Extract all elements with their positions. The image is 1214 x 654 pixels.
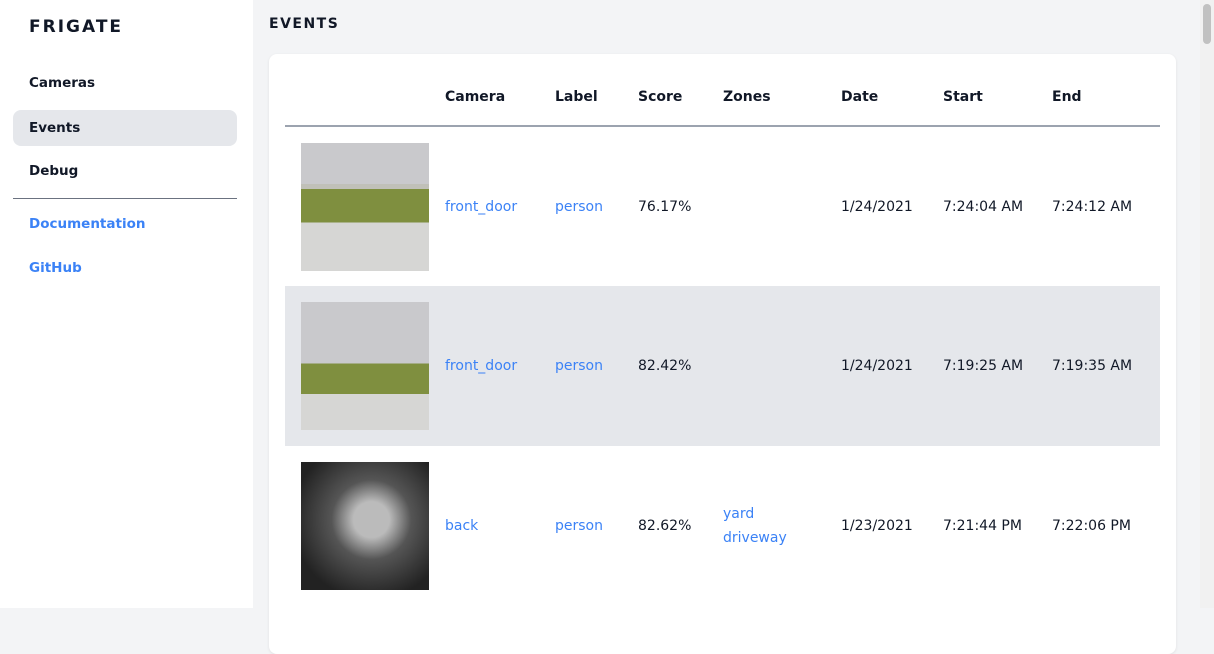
score: 76.17%	[638, 198, 692, 215]
camera-link[interactable]: back	[445, 518, 479, 534]
end-time: 7:22:06 PM	[1052, 518, 1131, 534]
start-time: 7:21:44 PM	[943, 518, 1022, 534]
score: 82.42%	[638, 286, 723, 446]
brand-logo: FRIGATE	[29, 17, 124, 37]
col-label: Label	[555, 54, 638, 127]
scrollbar-thumb[interactable]	[1203, 4, 1211, 44]
label-link[interactable]: person	[555, 358, 603, 374]
col-date: Date	[841, 54, 943, 127]
zone-link[interactable]: driveway	[723, 530, 787, 546]
col-end: End	[1052, 54, 1160, 127]
label-link[interactable]: person	[555, 198, 603, 215]
col-zones: Zones	[723, 54, 841, 127]
events-table: Camera Label Score Zones Date Start End …	[285, 54, 1160, 606]
camera-link[interactable]: front_door	[445, 358, 518, 374]
sidebar: FRIGATE Cameras Events Debug Documentati…	[0, 0, 253, 608]
documentation-link[interactable]: Documentation	[29, 216, 146, 232]
start-time: 7:24:04 AM	[943, 198, 1024, 215]
end-time: 7:24:12 AM	[1052, 198, 1133, 215]
table-row[interactable]: front_door person 76.17% 1/24/2021 7:24:…	[285, 126, 1160, 286]
col-thumbnail	[285, 54, 445, 127]
label-link[interactable]: person	[555, 518, 603, 534]
score: 82.62%	[638, 518, 692, 534]
sidebar-item-debug[interactable]: Debug	[29, 163, 79, 179]
event-thumbnail[interactable]	[301, 302, 429, 430]
date: 1/24/2021	[841, 286, 943, 446]
col-start: Start	[943, 54, 1052, 127]
table-row[interactable]: back person 82.62% yard driveway 1/23/202…	[285, 446, 1160, 606]
col-score: Score	[638, 54, 723, 127]
table-row[interactable]: front_door person 82.42% 1/24/2021 7:19:…	[285, 286, 1160, 446]
sidebar-item-events[interactable]: Events	[13, 110, 237, 146]
start-time: 7:19:25 AM	[943, 286, 1052, 446]
sidebar-item-cameras[interactable]: Cameras	[29, 75, 96, 91]
col-camera: Camera	[445, 54, 555, 127]
page-title: EVENTS	[269, 16, 340, 32]
end-time: 7:19:35 AM	[1052, 286, 1160, 446]
event-thumbnail[interactable]	[301, 142, 429, 271]
divider	[13, 198, 237, 199]
github-link[interactable]: GitHub	[29, 260, 82, 276]
camera-link[interactable]: front_door	[445, 198, 518, 215]
event-thumbnail[interactable]	[301, 462, 429, 590]
scrollbar[interactable]	[1200, 0, 1214, 608]
date: 1/23/2021	[841, 518, 913, 534]
zone-link[interactable]: yard	[723, 506, 755, 522]
events-card: Camera Label Score Zones Date Start End …	[269, 54, 1176, 654]
date: 1/24/2021	[841, 198, 913, 215]
